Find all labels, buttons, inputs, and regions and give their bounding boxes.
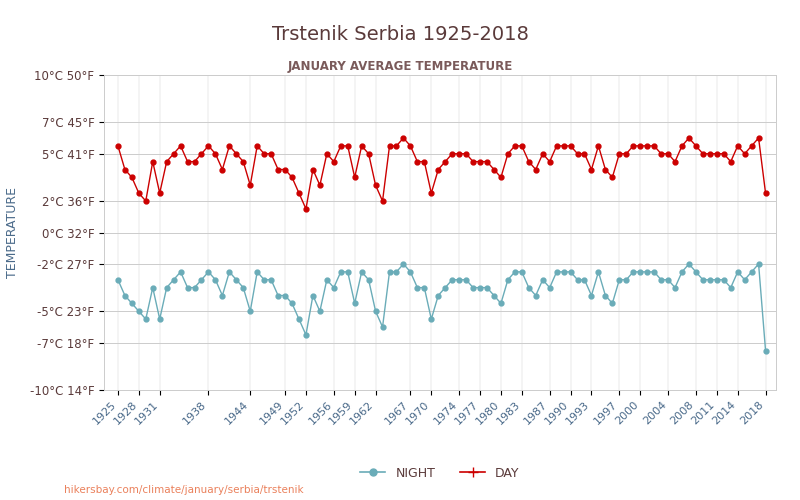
Text: JANUARY AVERAGE TEMPERATURE: JANUARY AVERAGE TEMPERATURE <box>287 60 513 73</box>
Text: Trstenik Serbia 1925-2018: Trstenik Serbia 1925-2018 <box>271 25 529 44</box>
Text: hikersbay.com/climate/january/serbia/trstenik: hikersbay.com/climate/january/serbia/trs… <box>64 485 304 495</box>
Legend: NIGHT, DAY: NIGHT, DAY <box>355 462 525 484</box>
Y-axis label: TEMPERATURE: TEMPERATURE <box>6 187 18 278</box>
